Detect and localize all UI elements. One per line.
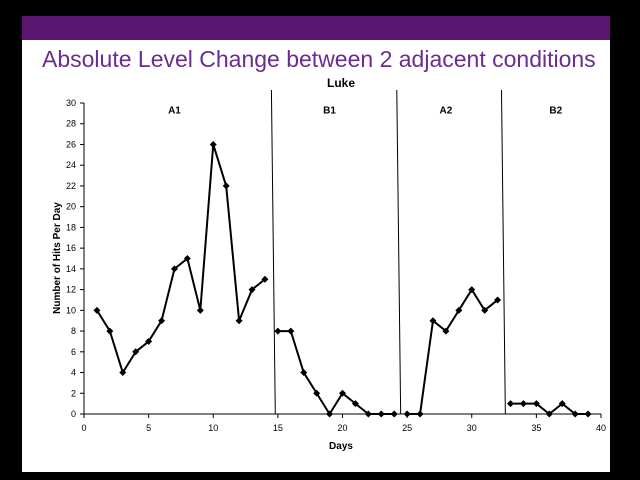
data-point [313, 389, 321, 397]
chart-title: Luke [327, 76, 355, 90]
data-point [287, 327, 295, 335]
data-point [494, 296, 502, 304]
y-tick-label: 2 [71, 388, 76, 398]
y-tick-label: 8 [71, 326, 76, 336]
y-tick-label: 12 [66, 285, 76, 295]
data-point [507, 400, 515, 408]
data-point [183, 255, 191, 262]
data-point [132, 348, 140, 356]
data-point [584, 410, 592, 418]
y-tick-label: 6 [71, 347, 76, 357]
series-line-1 [96, 144, 266, 375]
data-point [377, 410, 385, 418]
data-point [532, 400, 540, 408]
data-point [442, 327, 450, 335]
data-point [209, 140, 217, 148]
data-point [403, 410, 411, 418]
data-point [196, 306, 204, 314]
data-point [481, 306, 489, 314]
x-tick-label: 35 [531, 423, 541, 433]
data-point [455, 306, 463, 314]
data-point [326, 410, 334, 418]
data-point [339, 389, 346, 397]
x-tick-label: 20 [337, 423, 347, 433]
phase-label-b2: B2 [549, 105, 562, 116]
x-axis-label: Days [329, 441, 353, 452]
y-tick-label: 14 [66, 264, 76, 274]
phase-label-a2: A2 [440, 105, 453, 116]
data-point [248, 286, 256, 294]
data-point [429, 317, 437, 325]
data-point [351, 400, 359, 408]
data-point [145, 337, 153, 345]
data-point [519, 400, 527, 408]
y-tick-label: 10 [66, 305, 76, 315]
slide-top-bar [22, 16, 610, 40]
data-point [222, 182, 230, 190]
x-tick-label: 15 [273, 423, 283, 433]
data-point [93, 306, 101, 314]
y-tick-label: 30 [66, 98, 76, 108]
data-point [390, 410, 398, 418]
y-axis-label: Number of Hits Per Day [52, 202, 63, 314]
data-point [235, 317, 243, 325]
data-point [106, 327, 114, 335]
series-line-3 [407, 287, 499, 415]
slide-title: Absolute Level Change between 2 adjacent… [42, 46, 596, 72]
x-tick-label: 0 [81, 423, 86, 433]
data-point [468, 286, 476, 294]
y-tick-label: 22 [66, 181, 76, 191]
data-point [119, 369, 127, 377]
y-tick-label: 24 [66, 160, 76, 170]
x-tick-label: 25 [402, 423, 412, 433]
data-point [300, 369, 308, 377]
x-tick-label: 5 [146, 423, 151, 433]
phase-change-line [270, 89, 276, 415]
data-point [158, 317, 166, 325]
y-tick-label: 0 [71, 409, 76, 419]
y-tick-label: 20 [66, 202, 76, 212]
x-tick-label: 40 [596, 423, 606, 433]
y-tick-label: 4 [71, 368, 76, 378]
data-point [364, 410, 372, 418]
y-tick-label: 28 [66, 119, 76, 129]
series-line-2 [277, 330, 395, 416]
phase-label-a1: A1 [168, 105, 181, 116]
x-tick-label: 30 [467, 423, 477, 433]
chart-marks: A1 B1 A2 B2 [93, 89, 592, 418]
y-tick-label: 18 [66, 222, 76, 232]
y-tick-label: 26 [66, 139, 76, 149]
data-point [170, 265, 178, 273]
phase-label-b1: B1 [323, 105, 336, 116]
x-tick-label: 10 [208, 423, 218, 433]
data-point [571, 410, 579, 418]
y-tick-label: 16 [66, 243, 76, 253]
data-point [545, 410, 553, 418]
phase-change-line [396, 89, 402, 415]
data-point [261, 275, 269, 283]
data-point [274, 327, 282, 335]
data-point [558, 400, 566, 408]
phase-change-line [500, 89, 506, 415]
data-point [416, 410, 424, 418]
